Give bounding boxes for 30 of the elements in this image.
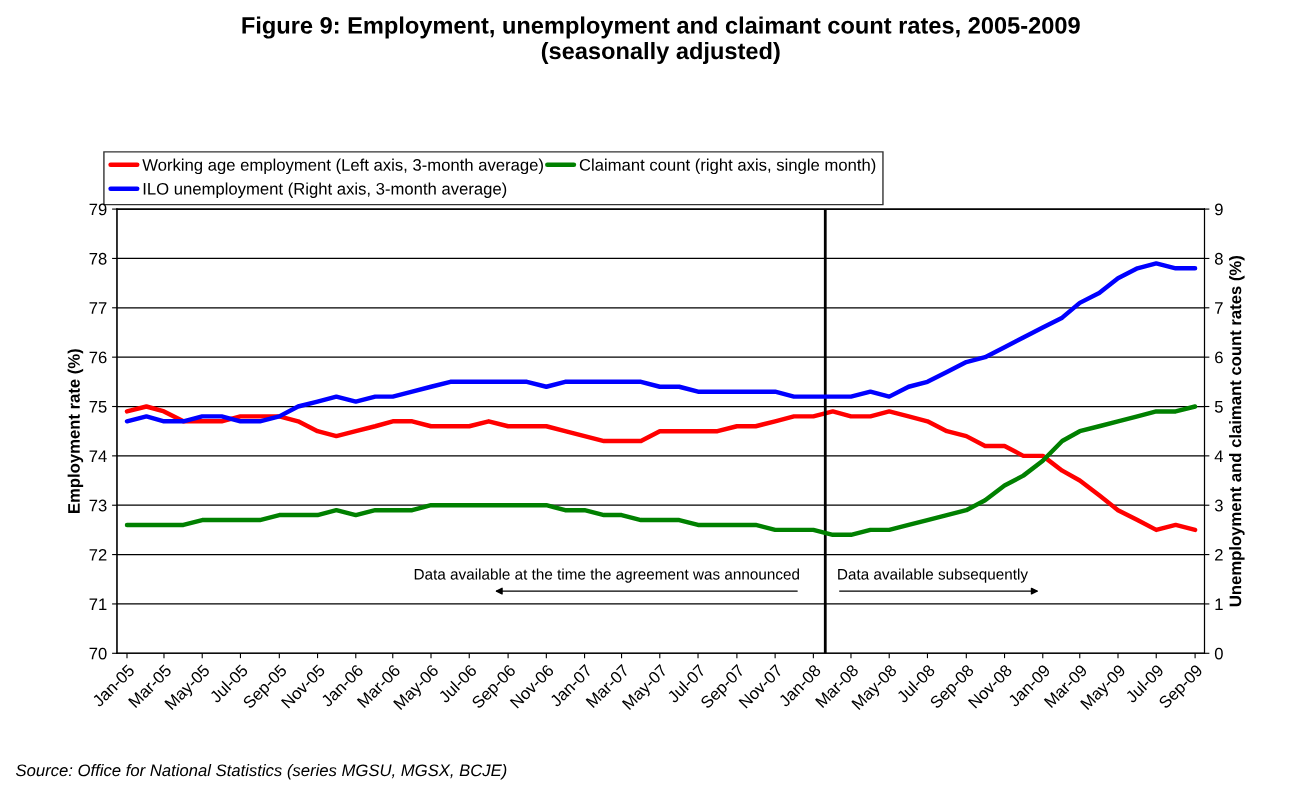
y-tick-label: 73 [89,499,107,512]
annotation: Data available at the time the agreement was announced [414,568,799,583]
y-tick-label: 71 [89,598,107,610]
y-tick-label: 76 [89,351,107,364]
y2-tick-label: 5 [1214,401,1223,413]
y-tick-label: 74 [89,450,107,462]
y-tick-label: 78 [89,252,107,265]
y-tick-label: 72 [89,548,107,561]
annotation: Data available subsequently [838,568,1028,583]
y-tick-label: 77 [89,302,107,314]
chart-title: Figure 9: Employment, unemployment and claimant count rates, 2005-2009 (seasonally adjusted) [242,16,1080,64]
legend-label: ILO unemployment (Right axis, 3-month average) [143,182,507,198]
legend-label: Working age employment (Left axis, 3-month average) [142,158,543,175]
line-series [124,261,1198,424]
y2-tick-label: 8 [1214,252,1223,265]
y2-tick-label: 6 [1215,351,1223,364]
y-tick-label: 75 [89,401,107,413]
y2-tick-label: 4 [1214,450,1224,462]
y2-tick-label: 7 [1215,302,1223,314]
source-note: Source: Office for National Statistics (series MGSU, MGSX, BCJE) [15,764,507,780]
y-tick-label: 79 [89,203,107,216]
y-axis-title: Employment rate (%) [67,349,84,513]
legend-label: Claimant count (right axis, single month) [579,158,876,175]
y2-tick-label: 3 [1214,499,1223,512]
y2-tick-label: 0 [1214,647,1223,660]
y2-tick-label: 2 [1215,548,1223,561]
y2-tick-label: 1 [1215,598,1223,610]
y-tick-label: 70 [89,647,107,660]
y2-axis-title: Unemployment and claimant count rates (%) [1229,256,1245,607]
y2-tick-label: 9 [1215,203,1223,216]
